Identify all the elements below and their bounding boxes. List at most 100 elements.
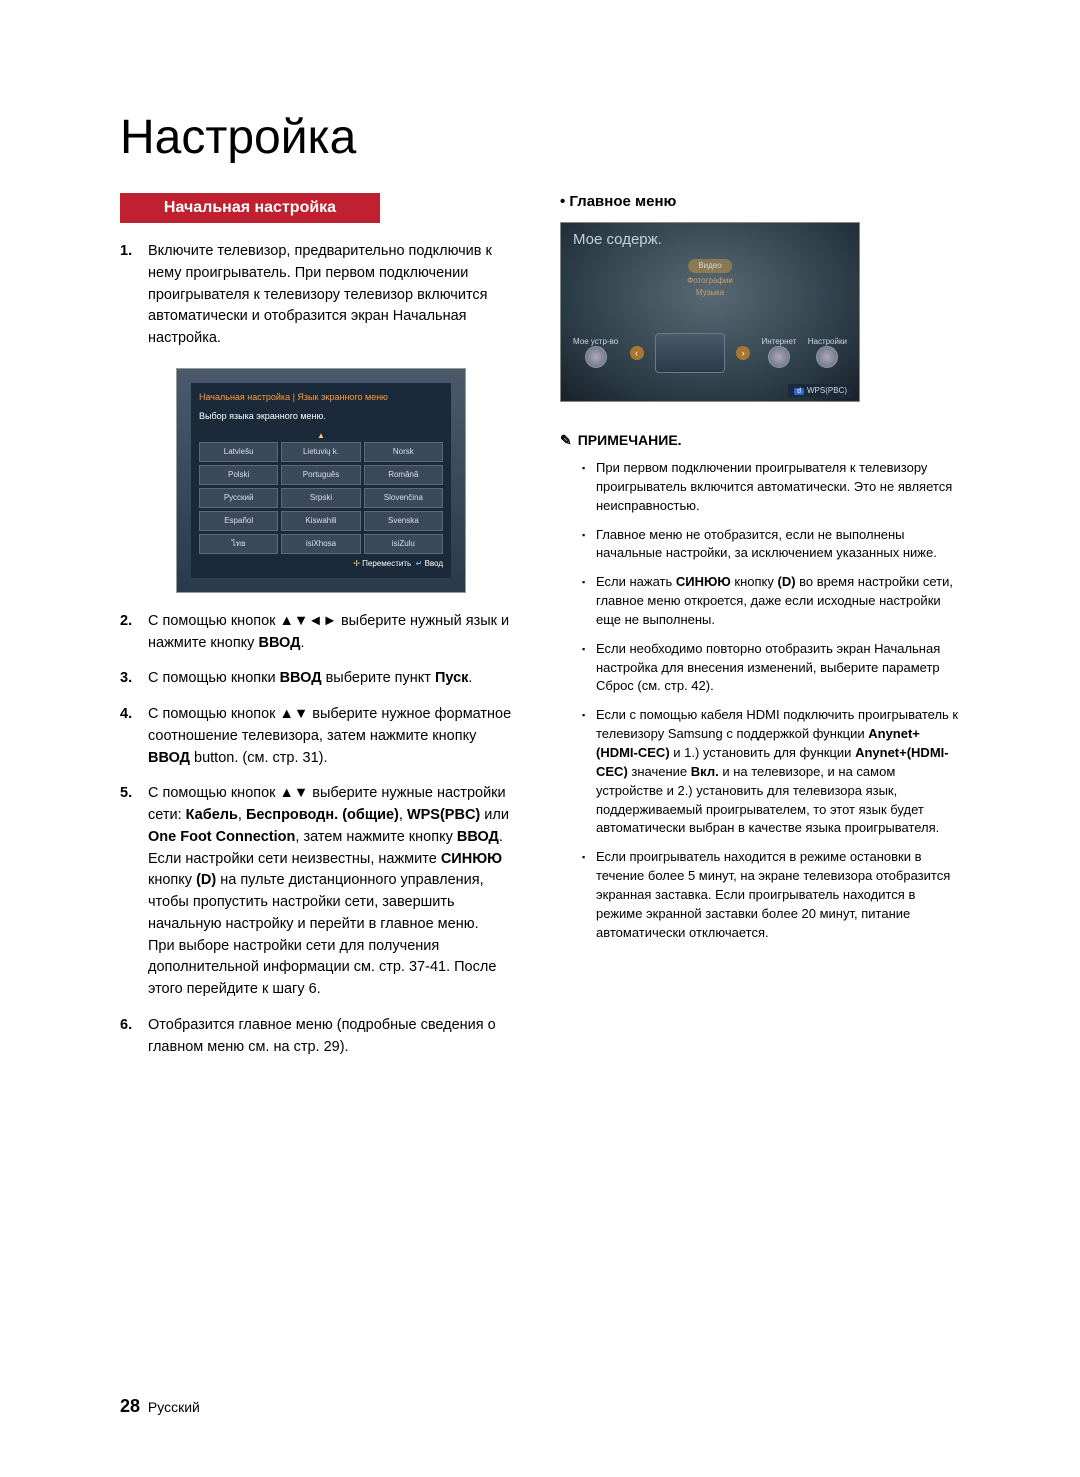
osd-lang-cell: Kiswahili [281, 511, 360, 531]
page-lang: Русский [148, 1399, 200, 1415]
osd-lang-cell: Latviešu [199, 442, 278, 462]
step-4-text-c: button. (см. стр. 31). [190, 750, 328, 766]
device-icon [585, 346, 607, 368]
step-3-bold1: ВВОД [280, 670, 322, 686]
osd-lang-cell: Lietuvių k. [281, 442, 360, 462]
note-5c: значение [628, 764, 691, 779]
nav-left-icon: ‹ [630, 346, 644, 360]
disc-tray-icon [655, 333, 725, 373]
note-3b: кнопку [731, 574, 778, 589]
home-wps-label: WPS(PBC) [807, 386, 847, 395]
step-5-bold2: Беспроводн. (общие) [246, 807, 399, 823]
home-internet: Интернет [761, 337, 796, 370]
home-cat-music: Музыка [696, 288, 724, 297]
note-4: Если необходимо повторно отобразить экра… [582, 640, 960, 697]
home-cat-video: Видео [688, 259, 731, 273]
osd-move-label: Переместить [362, 559, 411, 568]
osd-title: Начальная настройка | Язык экранного мен… [199, 391, 443, 405]
osd-lang-cell: Español [199, 511, 278, 531]
home-internet-label: Интернет [761, 337, 796, 346]
step-5-bold3: WPS(PBC) [407, 807, 480, 823]
osd-lang-cell: isiXhosa [281, 534, 360, 554]
nav-right-icon: › [736, 346, 750, 360]
step-2-bold: ВВОД [258, 635, 300, 651]
osd-lang-cell: ไทย [199, 534, 278, 554]
osd-enter-label: Ввод [425, 559, 443, 568]
right-column: Главное меню Мое содерж. Видео Фотографи… [560, 193, 960, 1072]
arrows-icon: ▲▼ [280, 706, 309, 722]
step-3-end: . [468, 670, 472, 686]
osd-lang-cell: Română [364, 465, 443, 485]
home-my-device: Мое устр-во [573, 337, 618, 370]
osd-lang-cell: Svenska [364, 511, 443, 531]
step-5-sep1: , [238, 807, 246, 823]
step-4-bold: ВВОД [148, 750, 190, 766]
page-footer: 28 Русский [120, 1396, 200, 1417]
step-5-bold5: ВВОД [457, 829, 499, 845]
step-5-or: или [480, 807, 509, 823]
step-2-end: . [300, 635, 304, 651]
osd-language-grid: Latviešu Lietuvių k. Norsk Polski Portug… [199, 442, 443, 554]
step-3: С помощью кнопки ВВОД выберите пункт Пус… [120, 668, 520, 690]
step-1-text: Включите телевизор, предварительно подкл… [148, 243, 492, 346]
step-3-text-a: С помощью кнопки [148, 670, 280, 686]
osd-lang-cell: isiZulu [364, 534, 443, 554]
step-5-bold1: Кабель [186, 807, 238, 823]
home-footer: dWPS(PBC) [788, 384, 853, 397]
step-5-bold7: (D) [196, 872, 216, 888]
note-1: При первом подключении проигрывателя к т… [582, 459, 960, 516]
step-4-text-a: С помощью кнопок [148, 706, 280, 722]
osd-lang-cell: Srpski [281, 488, 360, 508]
two-column-layout: Начальная настройка Включите телевизор, … [120, 193, 960, 1072]
home-title: Мое содерж. [573, 231, 662, 248]
step-5-bold6: СИНЮЮ [441, 851, 502, 867]
note-header: ✎ ПРИМЕЧАНИЕ. [560, 432, 960, 449]
setup-steps: Включите телевизор, предварительно подкл… [120, 241, 520, 1058]
home-settings: Настройки [808, 337, 847, 370]
step-3-text-b: выберите пункт [322, 670, 435, 686]
left-column: Начальная настройка Включите телевизор, … [120, 193, 520, 1072]
step-5-text-a: С помощью кнопок [148, 785, 280, 801]
home-categories: Видео Фотографии Музыка [687, 259, 733, 299]
home-bottom-row: Мое устр-во ‹ › Интернет Настройки [561, 333, 859, 373]
step-3-bold2: Пуск [435, 670, 468, 686]
home-menu-screenshot: Мое содерж. Видео Фотографии Музыка Мое … [560, 222, 860, 402]
osd-lang-cell: Slovenčina [364, 488, 443, 508]
step-6: Отобразится главное меню (подробные свед… [120, 1015, 520, 1059]
step-2: С помощью кнопок ▲▼◄► выберите нужный яз… [120, 611, 520, 655]
step-2-text-a: С помощью кнопок [148, 613, 280, 629]
d-key-icon: d [794, 388, 804, 395]
note-hand-icon: ✎ [560, 432, 572, 448]
osd-footer: ✢ Переместить ↵ Ввод [199, 558, 443, 570]
note-3-bold1: СИНЮЮ [676, 574, 731, 589]
note-3: Если нажать СИНЮЮ кнопку (D) во время на… [582, 573, 960, 630]
notes-list: При первом подключении проигрывателя к т… [560, 459, 960, 942]
page-number: 28 [120, 1396, 140, 1416]
home-cat-photos: Фотографии [687, 276, 733, 285]
step-1: Включите телевизор, предварительно подкл… [120, 241, 520, 593]
settings-icon [816, 346, 838, 368]
step-5-bold4: One Foot Connection [148, 829, 295, 845]
osd-subtitle: Выбор языка экранного меню. [199, 410, 443, 424]
step-5-text-g: При выборе настройки сети для получения … [148, 938, 496, 998]
home-settings-label: Настройки [808, 337, 847, 346]
internet-icon [768, 346, 790, 368]
note-2: Главное меню не отобразится, если не вып… [582, 526, 960, 564]
section-header: Начальная настройка [120, 193, 380, 223]
note-5b: и 1.) установить для функции [670, 745, 855, 760]
osd-inner: Начальная настройка | Язык экранного мен… [191, 383, 451, 578]
osd-language-screenshot: Начальная настройка | Язык экранного мен… [176, 368, 466, 593]
osd-lang-cell: Polski [199, 465, 278, 485]
arrows-icon: ▲▼◄► [280, 613, 337, 629]
note-5: Если с помощью кабеля HDMI подключить пр… [582, 706, 960, 838]
note-5-bold3: Вкл. [691, 764, 719, 779]
note-header-text: ПРИМЕЧАНИЕ. [578, 432, 682, 448]
step-6-text: Отобразится главное меню (подробные свед… [148, 1017, 496, 1055]
step-5: С помощью кнопок ▲▼ выберите нужные наст… [120, 783, 520, 1001]
main-menu-heading: Главное меню [560, 193, 960, 210]
osd-lang-cell: Norsk [364, 442, 443, 462]
step-4: С помощью кнопок ▲▼ выберите нужное форм… [120, 704, 520, 769]
step-5-text-e: кнопку [148, 872, 196, 888]
page-title: Настройка [120, 110, 960, 165]
step-5-text-c: , затем нажмите кнопку [295, 829, 456, 845]
